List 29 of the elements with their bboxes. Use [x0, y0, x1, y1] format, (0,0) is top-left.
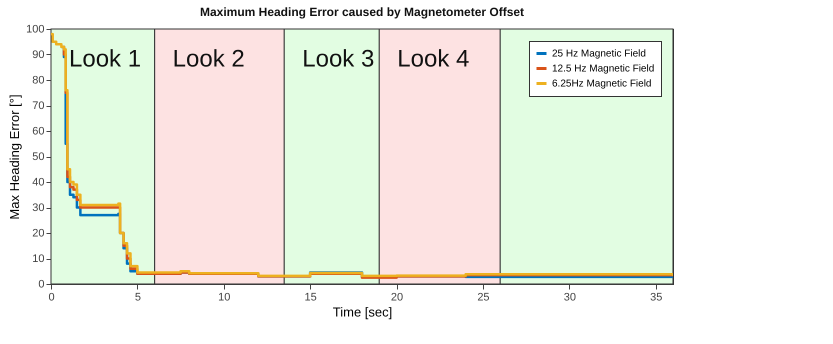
x-tick-label: 0: [48, 292, 55, 304]
band-label: Look 1: [69, 46, 142, 73]
chart-title: Maximum Heading Error caused by Magnetometer Offset: [200, 5, 524, 19]
y-tick-label: 30: [32, 202, 44, 214]
x-tick-label: 35: [650, 292, 662, 304]
legend-label: 25 Hz Magnetic Field: [552, 48, 646, 60]
band-label: Look 3: [302, 46, 374, 73]
legend-label: 12.5 Hz Magnetic Field: [552, 64, 654, 74]
y-tick-label: 90: [32, 49, 44, 61]
x-tick-label: 25: [477, 292, 490, 304]
y-tick-label: 50: [32, 151, 44, 163]
y-tick-label: 70: [32, 100, 44, 112]
y-tick-label: 0: [38, 278, 44, 290]
y-tick-label: 40: [32, 176, 44, 188]
legend-label: 6.25Hz Magnetic Field: [552, 78, 652, 90]
y-tick-label: 80: [32, 74, 44, 86]
x-tick-label: 10: [218, 292, 230, 304]
x-tick-label: 20: [390, 292, 404, 304]
band-label: Look 2: [172, 46, 245, 73]
y-tick-label: 60: [32, 126, 44, 138]
x-tick-label: 30: [564, 292, 576, 304]
y-tick-label: 10: [32, 253, 44, 265]
x-tick-label: 5: [134, 292, 141, 304]
y-tick-label: 100: [26, 24, 44, 36]
y-tick-label: 20: [32, 228, 44, 240]
band-label: Look 4: [397, 46, 470, 73]
x-tick-label: 15: [304, 292, 317, 304]
x-axis-title: Time [sec]: [332, 304, 392, 320]
y-axis-title: Max Heading Error [°]: [7, 94, 22, 220]
